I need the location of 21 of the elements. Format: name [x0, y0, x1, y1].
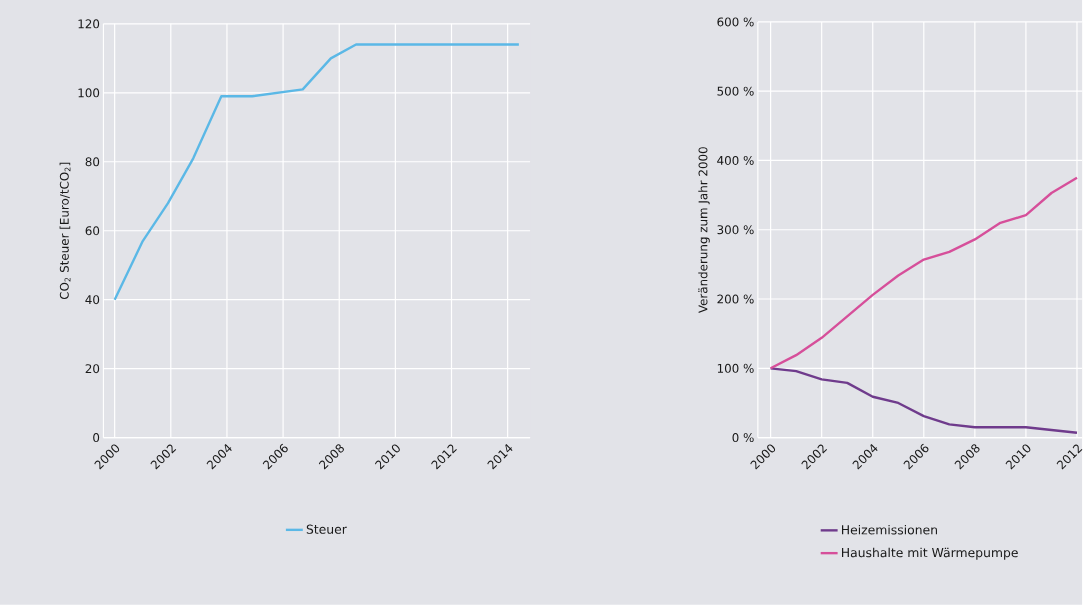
- y-tick-label: 500 %: [717, 86, 754, 96]
- y-tick-label: 0: [93, 433, 100, 443]
- y-tick-label: 60: [85, 226, 100, 236]
- y-tick-label: 120: [78, 19, 100, 29]
- legend-label: Haushalte mit Wärmepumpe: [842, 547, 1018, 560]
- legend-label: Heizemissionen: [842, 525, 937, 535]
- y-tick-label: 80: [85, 157, 100, 167]
- y-tick-label: 600 %: [717, 17, 754, 27]
- y-tick-label: 0 %: [732, 433, 754, 443]
- y-tick-label: 200 %: [717, 294, 754, 304]
- legend-label: Steuer: [306, 524, 347, 535]
- y-tick-label: 300 %: [717, 225, 754, 235]
- y-tick-label: 400 %: [717, 156, 754, 166]
- line-series: [113, 43, 521, 302]
- y-tick-label: 100: [78, 88, 100, 98]
- y-tick-label: 20: [85, 364, 100, 374]
- y-axis-title: CO$_{2}$ Steuer [Euro/tCO$_{2}$]: [59, 162, 71, 300]
- line-series: [769, 176, 1079, 370]
- y-tick-label: 100 %: [717, 363, 754, 373]
- y-tick-label: 40: [85, 295, 100, 305]
- y-axis-title: Veränderung zum Jahr 2000: [698, 147, 710, 314]
